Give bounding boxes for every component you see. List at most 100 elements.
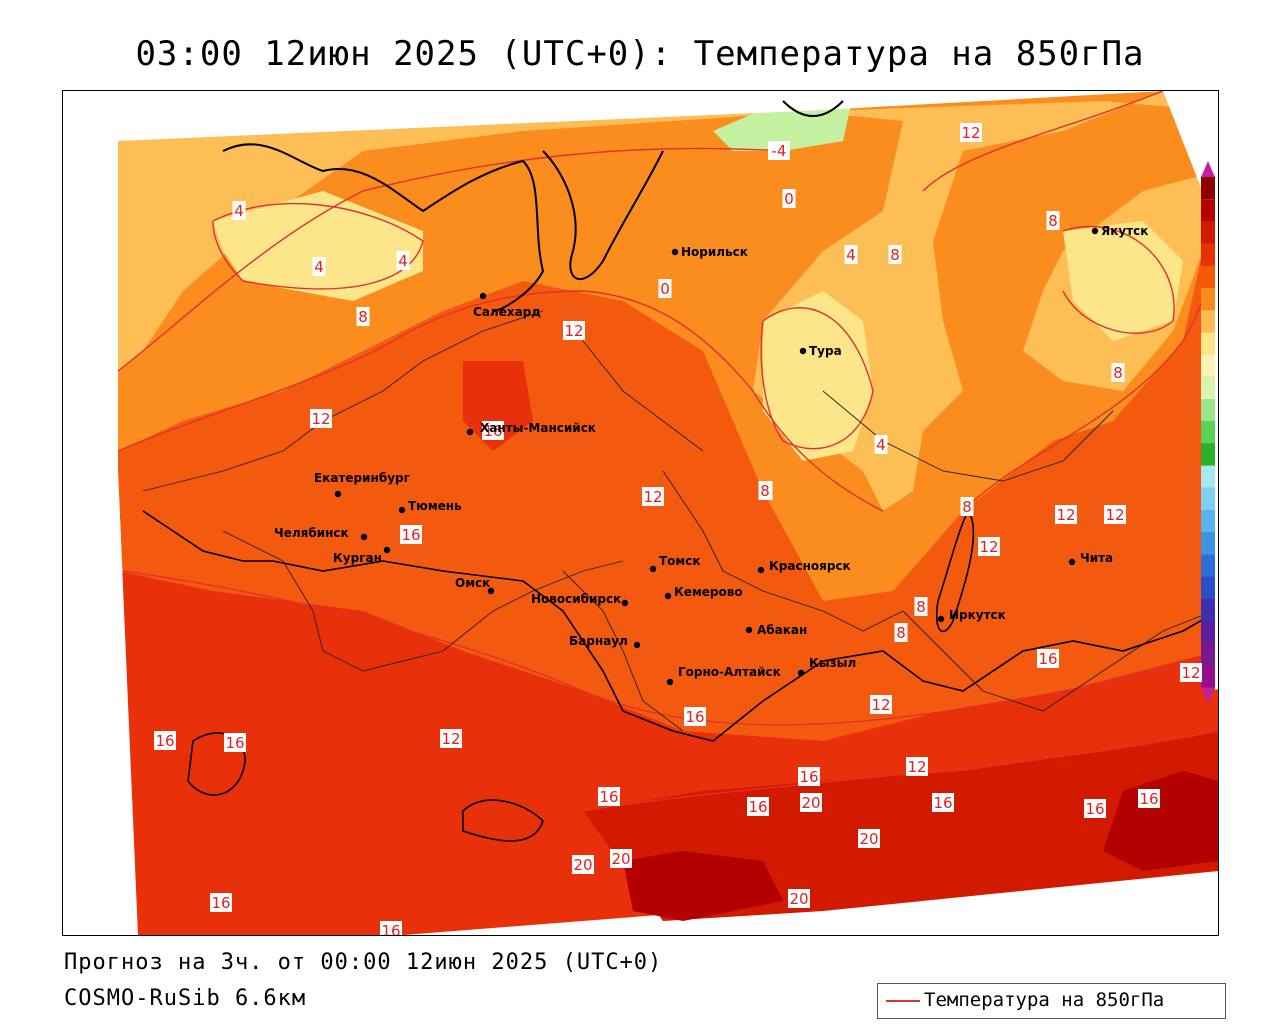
isotherm-label: 12	[906, 757, 928, 776]
isotherm-label: 8	[758, 481, 772, 500]
isotherm-label: 4	[874, 435, 888, 454]
isotherm-label: -4	[768, 141, 790, 160]
isotherm-label: 16	[400, 525, 422, 544]
colorbar-swatch	[1201, 532, 1215, 555]
isotherm-label: 20	[788, 889, 810, 908]
svg-text:12: 12	[643, 488, 662, 506]
svg-text:20: 20	[573, 856, 592, 874]
legend-line-swatch	[886, 1000, 920, 1002]
svg-text:Горно-Алтайск: Горно-Алтайск	[678, 665, 781, 679]
svg-text:8: 8	[760, 482, 770, 500]
hot-zone-24	[1103, 771, 1218, 871]
svg-text:12: 12	[311, 410, 330, 428]
isotherm-label: 12	[960, 123, 982, 142]
city-marker: Абакан	[745, 623, 807, 637]
isotherm-label: 8	[356, 307, 370, 326]
colorbar-swatch	[1201, 487, 1215, 510]
isotherm-label: 16	[747, 797, 769, 816]
isotherm-label: 4	[396, 251, 410, 270]
svg-text:Барнаул: Барнаул	[569, 634, 628, 648]
svg-text:Ханты-Мансийск: Ханты-Мансийск	[480, 421, 596, 435]
isotherm-label: 16	[154, 731, 176, 750]
model-name: COSMO-RuSib 6.6км	[64, 986, 307, 1011]
svg-text:Кызыл: Кызыл	[809, 656, 856, 670]
svg-text:8: 8	[1048, 212, 1058, 230]
svg-text:Екатеринбург: Екатеринбург	[314, 471, 410, 485]
svg-text:Кемерово: Кемерово	[674, 585, 743, 599]
isotherm-label: 12	[642, 487, 664, 506]
svg-text:16: 16	[1085, 800, 1104, 818]
colorbar-swatch	[1201, 421, 1215, 444]
colorbar-swatch	[1201, 465, 1215, 488]
isotherm-labels: 12-4044488488124812168121288121612161616…	[154, 123, 1202, 935]
city-marker: Барнаул	[569, 634, 641, 649]
svg-text:Курган: Курган	[333, 551, 382, 565]
isotherm-label: 20	[800, 793, 822, 812]
svg-text:20: 20	[789, 890, 808, 908]
colorbar-swatch	[1201, 221, 1215, 244]
colorbar-swatch	[1201, 598, 1215, 621]
coastline	[222, 100, 844, 312]
isotherm-label: 16	[798, 767, 820, 786]
svg-text:16: 16	[381, 922, 400, 935]
svg-text:12: 12	[871, 696, 890, 714]
city-marker: Салехард	[473, 292, 541, 319]
svg-text:Салехард: Салехард	[473, 305, 541, 319]
colorbar: 2824201612840-4-8-12-16-20-24-28-32-36-4…	[1201, 161, 1218, 704]
isotherm-label: 16	[1037, 649, 1059, 668]
isotherm-label: 4	[844, 245, 858, 264]
svg-text:Томск: Томск	[659, 554, 701, 568]
svg-text:16: 16	[748, 798, 767, 816]
colorbar-swatch	[1201, 643, 1215, 666]
svg-text:12: 12	[564, 322, 583, 340]
svg-text:8: 8	[896, 624, 906, 642]
isotherm-label: 12	[563, 321, 585, 340]
hot-zone-24b	[623, 851, 783, 921]
colorbar-swatch	[1201, 510, 1215, 533]
city-marker: Омск	[455, 576, 495, 595]
svg-text:8: 8	[1113, 364, 1123, 382]
svg-text:20: 20	[801, 794, 820, 812]
city-marker: Новосибирск	[531, 592, 629, 607]
isotherm-label: 16	[598, 787, 620, 806]
svg-text:8: 8	[916, 598, 926, 616]
svg-text:Норильск: Норильск	[681, 245, 748, 259]
cold-zone-0b	[763, 291, 873, 461]
city-marker: Екатеринбург	[314, 471, 410, 498]
colorbar-swatch	[1201, 665, 1215, 688]
svg-text:16: 16	[933, 794, 952, 812]
isotherm-label: 16	[482, 421, 504, 440]
svg-text:4: 4	[398, 252, 408, 270]
svg-text:Новосибирск: Новосибирск	[531, 592, 621, 606]
isotherm-label: 16	[210, 893, 232, 912]
colorbar-swatch	[1201, 443, 1215, 466]
isotherm-label: 20	[572, 855, 594, 874]
chart-title: 03:00 12июн 2025 (UTC+0): Температура на…	[135, 34, 1145, 74]
isotherm-label: 16	[684, 707, 706, 726]
svg-text:Иркутск: Иркутск	[949, 608, 1006, 622]
svg-text:Красноярск: Красноярск	[769, 559, 851, 573]
svg-text:12: 12	[1105, 506, 1124, 524]
colorbar-swatch	[1201, 554, 1215, 577]
city-marker: Якутск	[1091, 224, 1148, 238]
svg-text:12: 12	[1181, 664, 1200, 682]
svg-text:Челябинск: Челябинск	[274, 526, 349, 540]
colorbar-swatch	[1201, 354, 1215, 377]
svg-text:20: 20	[859, 830, 878, 848]
svg-text:16: 16	[685, 708, 704, 726]
warm-pocket-ural	[463, 361, 533, 451]
isotherm-label: 16	[224, 733, 246, 752]
colorbar-swatch	[1201, 243, 1215, 266]
isotherm-label: 12	[310, 409, 332, 428]
isotherm-label: 0	[782, 189, 796, 208]
isotherm-label: 8	[1046, 211, 1060, 230]
domain-edge-left	[63, 91, 138, 935]
country-border	[142, 509, 1218, 842]
colorbar-swatch	[1201, 288, 1215, 311]
isotherm-label: 4	[312, 257, 326, 276]
isotherm-label: 8	[1111, 363, 1125, 382]
domain-edge-top	[63, 91, 1163, 141]
isotherm-label: 12	[978, 537, 1000, 556]
svg-text:Тюмень: Тюмень	[408, 499, 462, 513]
city-marker: Норильск	[671, 245, 748, 259]
